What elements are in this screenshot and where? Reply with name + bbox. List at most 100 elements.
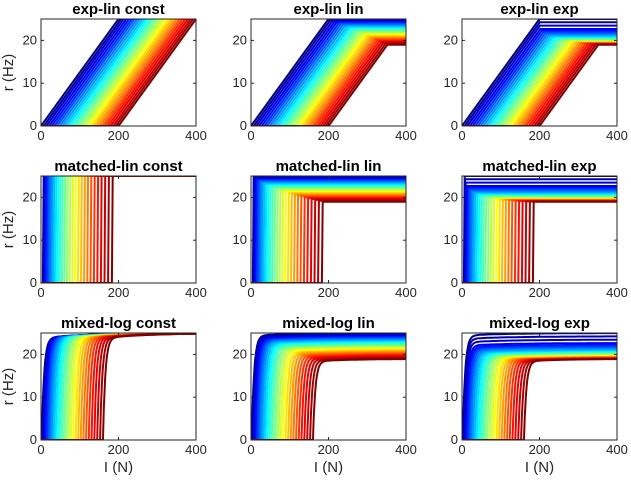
y-tick-label: 20 — [23, 346, 37, 361]
series-line-7 — [462, 32, 617, 126]
x-tick-label: 0 — [247, 442, 254, 457]
series-line-9 — [462, 34, 617, 126]
y-tick-label: 10 — [444, 389, 458, 404]
y-tick-label: 0 — [451, 432, 458, 447]
panel-title: exp-lin lin — [293, 1, 363, 18]
series-line-7 — [41, 19, 196, 126]
y-tick-label: 0 — [240, 275, 247, 290]
series-line-25 — [41, 176, 196, 283]
panel-mixed-log-lin: 0 200 400 0 10 20 mixed-log lin I (N) — [233, 315, 417, 476]
series-line-5 — [41, 19, 196, 126]
y-tick-label: 20 — [233, 32, 247, 47]
series-group — [251, 333, 406, 440]
series-line-1 — [462, 19, 617, 126]
x-tick-label: 200 — [318, 285, 340, 300]
y-tick-label: 10 — [23, 389, 37, 404]
x-tick-label: 200 — [108, 285, 130, 300]
series-line-6 — [462, 31, 617, 126]
y-tick-label: 20 — [444, 346, 458, 361]
series-group — [462, 333, 617, 440]
series-line-30 — [251, 200, 406, 283]
panel-title: mixed-log lin — [282, 315, 375, 332]
series-line-6 — [462, 188, 617, 283]
y-tick-label: 20 — [23, 189, 37, 204]
x-tick-label: 0 — [37, 285, 44, 300]
series-line-6 — [41, 176, 196, 283]
panel-exp-lin-exp: 0 200 400 0 10 20 exp-lin exp — [444, 1, 628, 143]
y-tick-label: 0 — [30, 275, 37, 290]
series-line-19 — [41, 19, 196, 126]
x-tick-label: 0 — [247, 285, 254, 300]
y-tick-label: 20 — [233, 189, 247, 204]
series-line-5 — [462, 186, 617, 283]
x-tick-label: 400 — [395, 442, 417, 457]
series-line-13 — [41, 19, 196, 126]
series-line-9 — [462, 348, 617, 440]
series-line-2 — [462, 21, 617, 126]
series-line-22 — [41, 176, 196, 283]
series-line-3 — [462, 338, 617, 440]
panel-title: exp-lin exp — [500, 1, 578, 18]
y-tick-label: 20 — [444, 189, 458, 204]
y-tick-label: 20 — [233, 346, 247, 361]
series-line-15 — [462, 196, 617, 283]
series-group — [41, 333, 196, 440]
series-line-1 — [41, 19, 196, 126]
series-line-30 — [41, 176, 196, 283]
series-line-16 — [41, 176, 196, 283]
series-line-7 — [462, 346, 617, 440]
x-tick-label: 400 — [185, 128, 207, 143]
x-tick-label: 400 — [185, 442, 207, 457]
y-tick-label: 0 — [30, 118, 37, 133]
series-line-11 — [41, 176, 196, 283]
panel-matched-lin-lin: 0 200 400 0 10 20 matched-lin lin — [233, 158, 417, 300]
series-line-9 — [462, 191, 617, 283]
x-tick-label: 0 — [458, 128, 465, 143]
y-tick-label: 10 — [23, 75, 37, 90]
x-tick-label: 0 — [37, 128, 44, 143]
series-line-7 — [462, 189, 617, 283]
y-tick-label: 10 — [233, 389, 247, 404]
series-line-22 — [41, 19, 196, 126]
series-line-24 — [41, 19, 196, 126]
series-line-4 — [41, 176, 196, 283]
y-axis-label: r (Hz) — [0, 54, 17, 92]
series-line-26 — [41, 19, 196, 126]
y-tick-label: 10 — [444, 232, 458, 247]
series-line-27 — [41, 176, 196, 283]
series-line-1 — [251, 19, 406, 126]
y-tick-label: 10 — [233, 232, 247, 247]
panel-exp-lin-const: 0 200 400 0 10 20 exp-lin const r (Hz) — [0, 1, 207, 143]
x-tick-label: 400 — [185, 285, 207, 300]
series-line-11 — [41, 19, 196, 126]
series-line-17 — [41, 19, 196, 126]
x-tick-label: 200 — [529, 128, 551, 143]
series-line-18 — [41, 19, 196, 126]
x-tick-label: 400 — [606, 128, 628, 143]
x-axis-label: I (N) — [525, 459, 554, 476]
x-tick-label: 400 — [395, 285, 417, 300]
series-line-16 — [41, 19, 196, 126]
y-tick-label: 0 — [30, 432, 37, 447]
series-line-5 — [41, 176, 196, 283]
series-group — [462, 19, 617, 126]
series-line-19 — [41, 176, 196, 283]
panel-title: matched-lin exp — [482, 158, 596, 175]
x-tick-label: 200 — [318, 128, 340, 143]
series-line-14 — [41, 176, 196, 283]
series-line-23 — [41, 19, 196, 126]
y-tick-label: 0 — [240, 432, 247, 447]
series-line-8 — [462, 347, 617, 440]
y-tick-label: 0 — [240, 118, 247, 133]
series-line-4 — [41, 19, 196, 126]
series-line-12 — [41, 176, 196, 283]
series-line-3 — [462, 24, 617, 126]
y-tick-label: 10 — [23, 232, 37, 247]
series-line-30 — [41, 19, 196, 126]
series-line-21 — [41, 176, 196, 283]
series-line-29 — [41, 19, 196, 126]
series-line-9 — [41, 176, 196, 283]
y-axis-label: r (Hz) — [0, 211, 17, 249]
panel-title: exp-lin const — [72, 1, 165, 18]
